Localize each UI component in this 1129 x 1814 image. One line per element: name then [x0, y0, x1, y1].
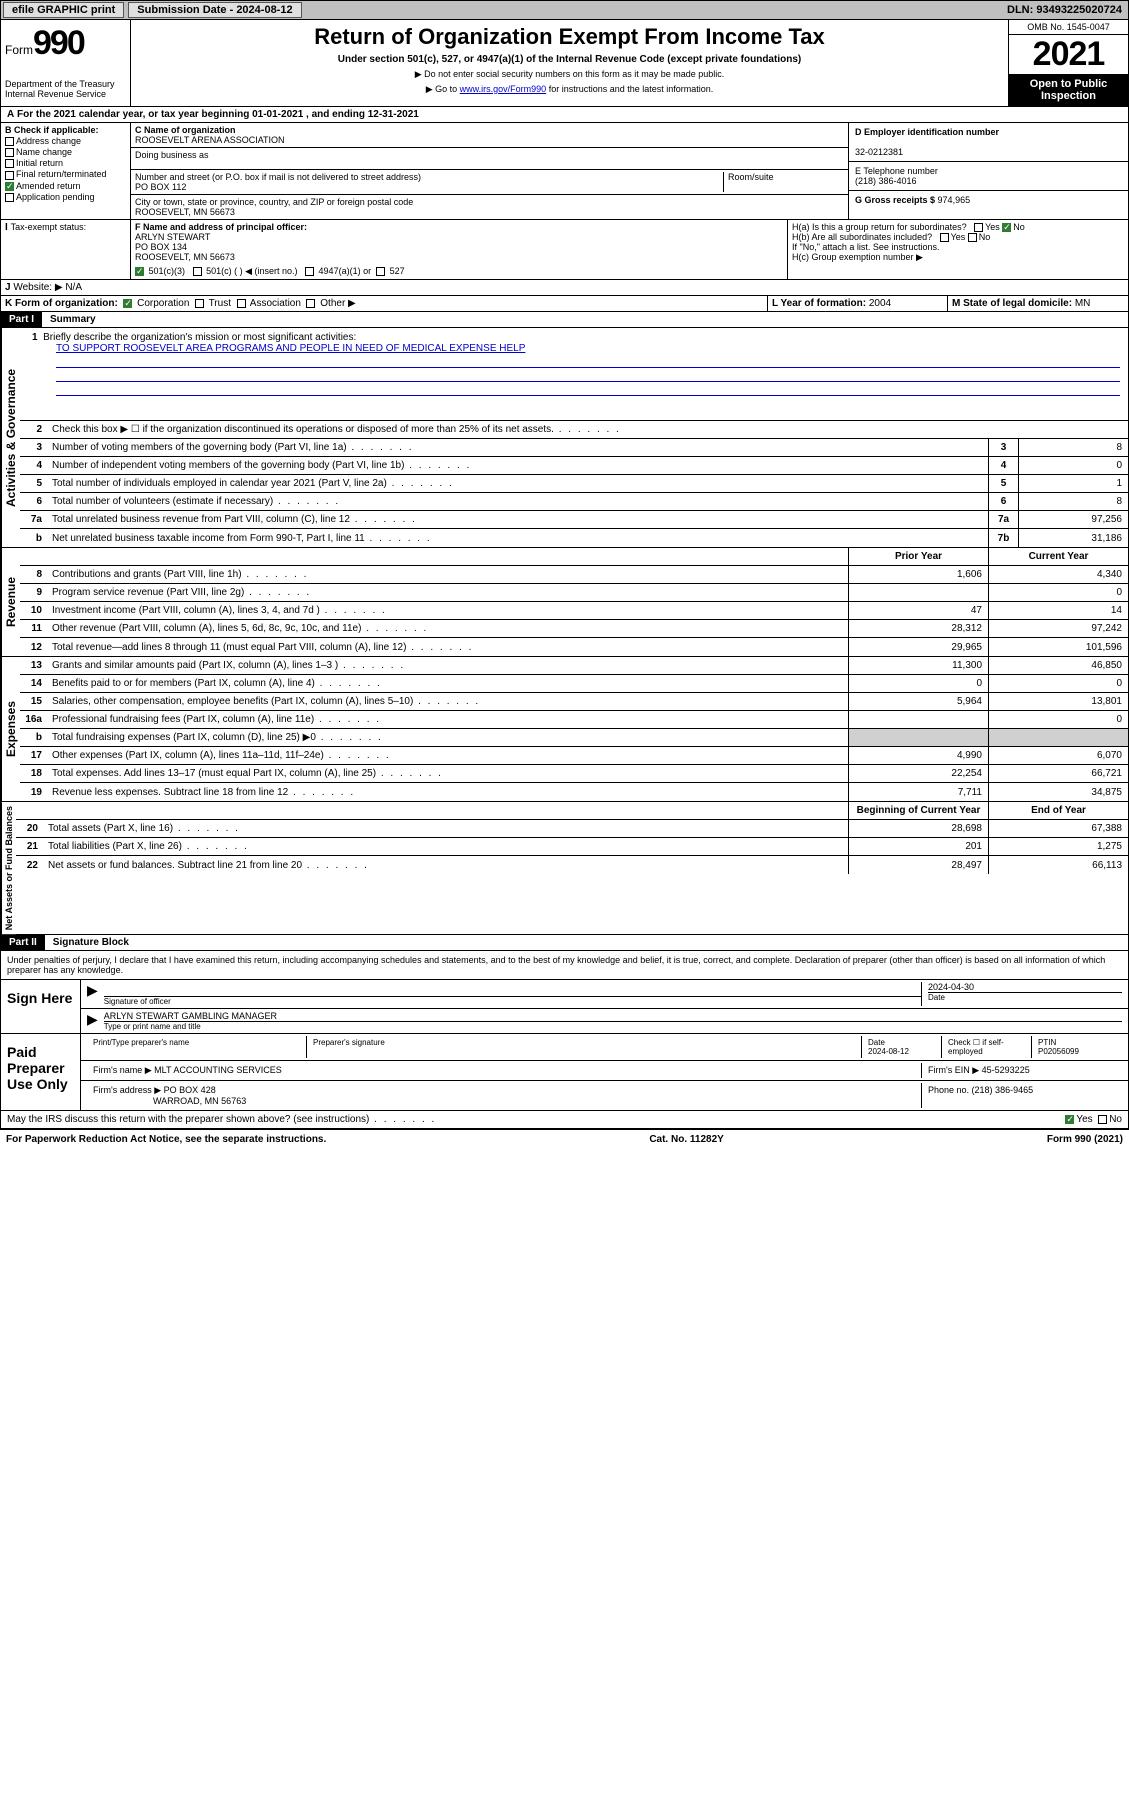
signature-block: Sign Here ▶ Signature of officer 2024-04… — [0, 980, 1129, 1111]
mission-block: 1 Briefly describe the organization's mi… — [20, 328, 1128, 421]
chk-initial-return[interactable]: Initial return — [5, 158, 126, 168]
org-name: ROOSEVELT ARENA ASSOCIATION — [135, 135, 285, 145]
summary-line: 20Total assets (Part X, line 16)28,69867… — [16, 820, 1128, 838]
ein-value: 32-0212381 — [855, 147, 903, 157]
department-label: Department of the Treasury Internal Reve… — [5, 79, 126, 99]
part-1-header: Part I Summary — [0, 312, 1129, 328]
officer-name: ARLYN STEWART GAMBLING MANAGER — [104, 1011, 1122, 1021]
form-header: Form 990 Department of the Treasury Inte… — [0, 20, 1129, 107]
dln-label: DLN: 93493225020724 — [1007, 4, 1128, 16]
paid-preparer-label: Paid Preparer Use Only — [1, 1034, 81, 1110]
block-c: C Name of organization ROOSEVELT ARENA A… — [131, 123, 848, 219]
form-note-2: ▶ Go to www.irs.gov/Form990 for instruct… — [141, 84, 998, 95]
sidebar-revenue: Revenue — [1, 548, 20, 656]
chk-501c[interactable] — [193, 267, 202, 276]
chk-527[interactable] — [376, 267, 385, 276]
summary-line: 16aProfessional fundraising fees (Part I… — [20, 711, 1128, 729]
chk-name-change[interactable]: Name change — [5, 147, 126, 157]
summary-line: 12Total revenue—add lines 8 through 11 (… — [20, 638, 1128, 656]
chk-address-change[interactable]: Address change — [5, 136, 126, 146]
summary-line: 15Salaries, other compensation, employee… — [20, 693, 1128, 711]
discuss-line: May the IRS discuss this return with the… — [0, 1111, 1129, 1128]
chk-association[interactable] — [237, 299, 246, 308]
summary-line: 3Number of voting members of the governi… — [20, 439, 1128, 457]
org-city: ROOSEVELT, MN 56673 — [135, 207, 235, 217]
chk-final-return[interactable]: Final return/terminated — [5, 169, 126, 179]
form-word: Form — [5, 43, 33, 57]
ptin-value: P02056099 — [1038, 1047, 1079, 1056]
sidebar-expenses: Expenses — [1, 657, 20, 801]
summary-line: 8Contributions and grants (Part VIII, li… — [20, 566, 1128, 584]
line-a-tax-year: A For the 2021 calendar year, or tax yea… — [0, 107, 1129, 123]
sign-here-label: Sign Here — [1, 980, 81, 1033]
gross-receipts: 974,965 — [938, 195, 971, 205]
tax-year: 2021 — [1009, 35, 1128, 74]
line-k-form-org: K Form of organization: Corporation Trus… — [0, 296, 1129, 312]
page-footer: For Paperwork Reduction Act Notice, see … — [0, 1128, 1129, 1149]
summary-line: 21Total liabilities (Part X, line 26)201… — [16, 838, 1128, 856]
firm-name: MLT ACCOUNTING SERVICES — [154, 1065, 282, 1075]
summary-line: 14Benefits paid to or for members (Part … — [20, 675, 1128, 693]
summary-line: 9Program service revenue (Part VIII, lin… — [20, 584, 1128, 602]
sidebar-governance: Activities & Governance — [1, 328, 20, 547]
summary-line: 18Total expenses. Add lines 13–17 (must … — [20, 765, 1128, 783]
form-title: Return of Organization Exempt From Incom… — [141, 24, 998, 50]
summary-line: 17Other expenses (Part IX, column (A), l… — [20, 747, 1128, 765]
summary-line: 10Investment income (Part VIII, column (… — [20, 602, 1128, 620]
chk-trust[interactable] — [195, 299, 204, 308]
form-subtitle: Under section 501(c), 527, or 4947(a)(1)… — [141, 54, 998, 65]
top-toolbar: efile GRAPHIC print Submission Date - 20… — [0, 0, 1129, 20]
irs-link[interactable]: www.irs.gov/Form990 — [460, 84, 547, 94]
chk-501c3[interactable] — [135, 267, 144, 276]
summary-line: 4Number of independent voting members of… — [20, 457, 1128, 475]
phone-value: (218) 386-4016 — [855, 176, 917, 186]
chk-4947[interactable] — [305, 267, 314, 276]
summary-line: 7aTotal unrelated business revenue from … — [20, 511, 1128, 529]
summary-line: 19Revenue less expenses. Subtract line 1… — [20, 783, 1128, 801]
line-j-website: J Website: ▶ N/A — [0, 280, 1129, 296]
summary-line: 11Other revenue (Part VIII, column (A), … — [20, 620, 1128, 638]
chk-amended-return[interactable]: Amended return — [5, 181, 126, 191]
section-b-checkboxes: B Check if applicable: Address change Na… — [1, 123, 131, 219]
open-public-badge: Open to Public Inspection — [1009, 74, 1128, 106]
summary-line: 6Total number of volunteers (estimate if… — [20, 493, 1128, 511]
summary-line: 2Check this box ▶ ☐ if the organization … — [20, 421, 1128, 439]
summary-line: 22Net assets or fund balances. Subtract … — [16, 856, 1128, 874]
summary-line: bNet unrelated business taxable income f… — [20, 529, 1128, 547]
omb-number: OMB No. 1545-0047 — [1009, 20, 1128, 35]
chk-other[interactable] — [306, 299, 315, 308]
form-number: 990 — [33, 24, 84, 63]
org-address: PO BOX 112 — [135, 182, 186, 192]
summary-line: 5Total number of individuals employed in… — [20, 475, 1128, 493]
summary-table: Activities & Governance 1 Briefly descri… — [0, 328, 1129, 935]
summary-line: 13Grants and similar amounts paid (Part … — [20, 657, 1128, 675]
submission-date-button[interactable]: Submission Date - 2024-08-12 — [128, 2, 301, 18]
chk-corporation[interactable] — [123, 299, 132, 308]
summary-line: bTotal fundraising expenses (Part IX, co… — [20, 729, 1128, 747]
entity-block: B Check if applicable: Address change Na… — [0, 123, 1129, 220]
mission-text[interactable]: TO SUPPORT ROOSEVELT AREA PROGRAMS AND P… — [56, 343, 525, 354]
form-note-1: ▶ Do not enter social security numbers o… — [141, 69, 998, 80]
officer-block: I Tax-exempt status: F Name and address … — [0, 220, 1129, 280]
sidebar-net-assets: Net Assets or Fund Balances — [1, 802, 16, 934]
chk-application-pending[interactable]: Application pending — [5, 192, 126, 202]
perjury-statement: Under penalties of perjury, I declare th… — [0, 951, 1129, 980]
right-info-block: D Employer identification number 32-0212… — [848, 123, 1128, 219]
part-2-header: Part II Signature Block — [0, 935, 1129, 951]
efile-button[interactable]: efile GRAPHIC print — [3, 2, 124, 18]
